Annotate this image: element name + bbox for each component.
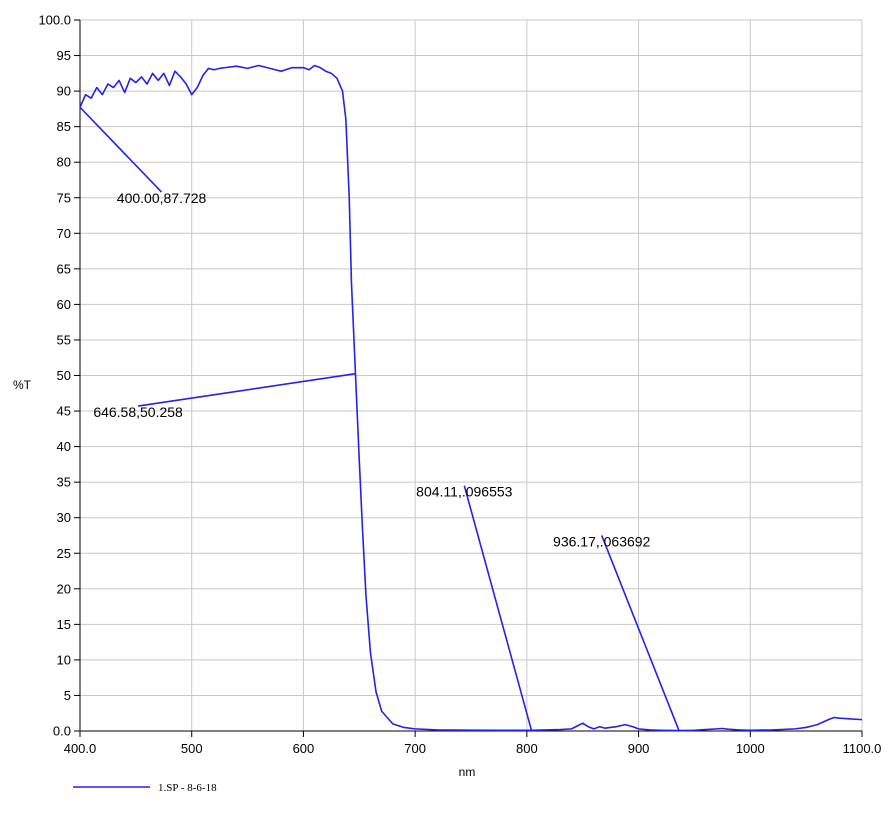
x-tick-label: 400.0 [64, 741, 97, 756]
annotation-leader [137, 372, 356, 407]
x-tick-label: 700 [404, 741, 426, 756]
axes [74, 19, 863, 737]
y-tick-label: 40 [57, 439, 71, 454]
y-tick-label: 10 [57, 652, 71, 667]
y-tick-label: 60 [57, 297, 71, 312]
grid [80, 19, 863, 731]
y-tick-label: 25 [57, 546, 71, 561]
series-layer [79, 64, 863, 732]
y-tick-label: 20 [57, 581, 71, 596]
annotation-label: 804.11,.096553 [416, 484, 512, 500]
y-tick-label: 70 [57, 226, 71, 241]
legend: 1.SP - 8-6-18 [73, 782, 217, 794]
y-tick-label: 45 [57, 404, 71, 419]
y-tick-label: 95 [57, 48, 71, 63]
y-tick-label: 90 [57, 84, 71, 99]
annotation-leader [600, 535, 680, 731]
y-tick-label: 75 [57, 190, 71, 205]
x-tick-label: 600 [293, 741, 315, 756]
annotation-leader [79, 106, 163, 193]
x-tick-label: 1100.0 [843, 741, 882, 756]
x-tick-label: 500 [181, 741, 203, 756]
x-tick-label: 1000 [736, 741, 765, 756]
y-axis-label: %T [13, 378, 32, 392]
x-axis-label: nm [459, 765, 476, 779]
annotation-label: 400.00,87.728 [117, 190, 207, 206]
y-tick-label: 35 [57, 475, 71, 490]
y-tick-label: 15 [57, 617, 71, 632]
y-tick-label: 30 [57, 510, 71, 525]
tick-labels: 0.0 5 10 15 20 25 30 35 40 45 50 55 60 65 70 75 80 85 90 95… [38, 13, 881, 757]
annotations: 400.00,87.728 646.58,50.258 804.11,.096553… [79, 106, 680, 731]
series-line [79, 64, 863, 732]
y-tick-label: 50 [57, 368, 71, 383]
y-tick-label: 100.0 [38, 13, 71, 28]
annotation-label: 936.17,.063692 [553, 533, 651, 549]
y-tick-label: 85 [57, 119, 71, 134]
x-tick-label: 900 [628, 741, 650, 756]
y-tick-label: 65 [57, 261, 71, 276]
y-tick-label: 80 [57, 155, 71, 170]
y-tick-label: 55 [57, 332, 71, 347]
annotation-leader [463, 485, 533, 731]
annotation-label: 646.58,50.258 [93, 404, 183, 420]
y-tick-label: 5 [64, 688, 71, 703]
y-tick-label: 0.0 [53, 724, 71, 739]
x-tick-label: 800 [516, 741, 538, 756]
legend-label: 1.SP - 8-6-18 [158, 782, 217, 794]
